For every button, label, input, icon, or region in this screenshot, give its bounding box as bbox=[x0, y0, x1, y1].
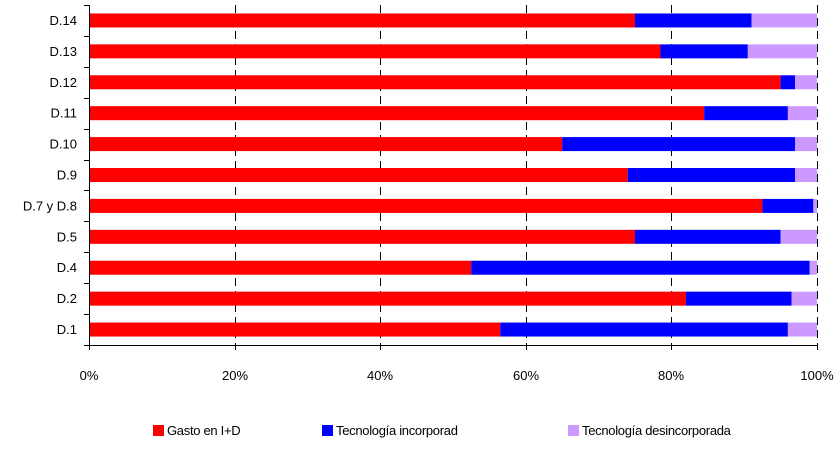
bar-tecnolog-a-incorporad-d-7-y-d-8 bbox=[762, 198, 814, 213]
x-tick-label: 40% bbox=[367, 368, 393, 383]
bar-tecnolog-a-desincorporada-d-11 bbox=[787, 106, 817, 121]
y-tick-label: D.11 bbox=[51, 106, 78, 121]
axes bbox=[89, 5, 817, 346]
legend-label-incorporada: Tecnología incorporad bbox=[336, 422, 458, 438]
bar-tecnolog-a-desincorporada-d-14 bbox=[751, 13, 817, 28]
y-tick-label: D.7 y D.8 bbox=[23, 198, 77, 213]
bar-gasto-en-i-d-d-13 bbox=[89, 44, 661, 59]
bar-tecnolog-a-desincorporada-d-12 bbox=[795, 75, 817, 90]
x-tick-label: 80% bbox=[658, 368, 684, 383]
x-tick-label: 0% bbox=[80, 368, 99, 383]
bar-tecnolog-a-desincorporada-d-1 bbox=[787, 322, 817, 337]
legend-item-incorporada: Tecnología incorporad bbox=[322, 420, 458, 440]
bar-gasto-en-i-d-d-10 bbox=[89, 137, 563, 152]
bar-tecnolog-a-incorporad-d-11 bbox=[704, 106, 788, 121]
x-tick-labels: 0% 20% 40% 60% 80% 100% bbox=[80, 368, 834, 383]
bar-tecnolog-a-desincorporada-d-5 bbox=[780, 229, 817, 244]
x-tick-label: 60% bbox=[513, 368, 539, 383]
bar-tecnolog-a-desincorporada-d-4 bbox=[809, 260, 817, 275]
bar-gasto-en-i-d-d-14 bbox=[89, 13, 635, 28]
bar-tecnolog-a-desincorporada-d-2 bbox=[791, 291, 817, 306]
y-tick-marks bbox=[84, 5, 89, 346]
bar-tecnolog-a-incorporad-d-1 bbox=[500, 322, 788, 337]
bar-gasto-en-i-d-d-5 bbox=[89, 229, 635, 244]
y-tick-label: D.4 bbox=[57, 260, 77, 275]
y-tick-labels: D.14 D.13 D.12 D.11 D.10 D.9 D.7 y D.8 D.5 D.4 D.… bbox=[23, 13, 77, 337]
bar-tecnolog-a-incorporad-d-2 bbox=[685, 291, 792, 306]
y-tick-label: D.14 bbox=[50, 13, 77, 28]
bar-tecnolog-a-incorporad-d-4 bbox=[471, 260, 810, 275]
y-tick-label: D.13 bbox=[50, 44, 77, 59]
bar-gasto-en-i-d-d-9 bbox=[89, 168, 628, 182]
legend-item-gasto: Gasto en I+D bbox=[153, 420, 241, 440]
legend-swatch-desincorporada bbox=[568, 424, 579, 436]
bar-gasto-en-i-d-d-1 bbox=[89, 322, 501, 337]
stacked-bar-chart: D.14 D.13 D.12 D.11 D.10 D.9 D.7 y D.8 D.5 D.4 D.… bbox=[23, 5, 834, 383]
bar-tecnolog-a-incorporad-d-12 bbox=[780, 75, 796, 90]
x-tick-label: 20% bbox=[222, 368, 248, 383]
bar-gasto-en-i-d-d-7-y-d-8 bbox=[89, 198, 763, 213]
y-tick-label: D.10 bbox=[50, 137, 77, 152]
legend-label-desincorporada: Tecnología desincorporada bbox=[582, 422, 731, 438]
legend-item-desincorporada: Tecnología desincorporada bbox=[568, 420, 731, 440]
y-tick-label: D.1 bbox=[57, 322, 77, 337]
bar-tecnolog-a-incorporad-d-13 bbox=[660, 44, 748, 59]
bar-tecnolog-a-desincorporada-d-13 bbox=[747, 44, 817, 59]
bar-gasto-en-i-d-d-11 bbox=[89, 106, 705, 121]
bar-tecnolog-a-desincorporada-d-7-y-d-8 bbox=[813, 198, 817, 213]
legend-swatch-incorporada bbox=[322, 424, 333, 436]
x-tick-marks bbox=[89, 345, 818, 350]
bar-tecnolog-a-incorporad-d-14 bbox=[635, 13, 752, 28]
bar-gasto-en-i-d-d-4 bbox=[89, 260, 472, 275]
bar-tecnolog-a-desincorporada-d-10 bbox=[795, 137, 817, 152]
y-tick-label: D.2 bbox=[57, 291, 77, 306]
y-tick-label: D.9 bbox=[57, 168, 77, 183]
bars bbox=[89, 13, 817, 337]
bar-tecnolog-a-incorporad-d-5 bbox=[635, 229, 781, 244]
y-tick-label: D.12 bbox=[50, 75, 77, 90]
bar-gasto-en-i-d-d-2 bbox=[89, 291, 686, 306]
bar-tecnolog-a-incorporad-d-10 bbox=[562, 137, 796, 152]
x-tick-label: 100% bbox=[800, 368, 834, 383]
legend-label-gasto: Gasto en I+D bbox=[167, 422, 241, 438]
legend: Gasto en I+D Tecnología incorporad Tecno… bbox=[0, 420, 840, 440]
bar-gasto-en-i-d-d-12 bbox=[89, 75, 781, 90]
bar-tecnolog-a-desincorporada-d-9 bbox=[795, 168, 817, 182]
bar-tecnolog-a-incorporad-d-9 bbox=[627, 168, 796, 182]
y-tick-label: D.5 bbox=[57, 229, 77, 244]
legend-swatch-gasto bbox=[153, 424, 164, 436]
